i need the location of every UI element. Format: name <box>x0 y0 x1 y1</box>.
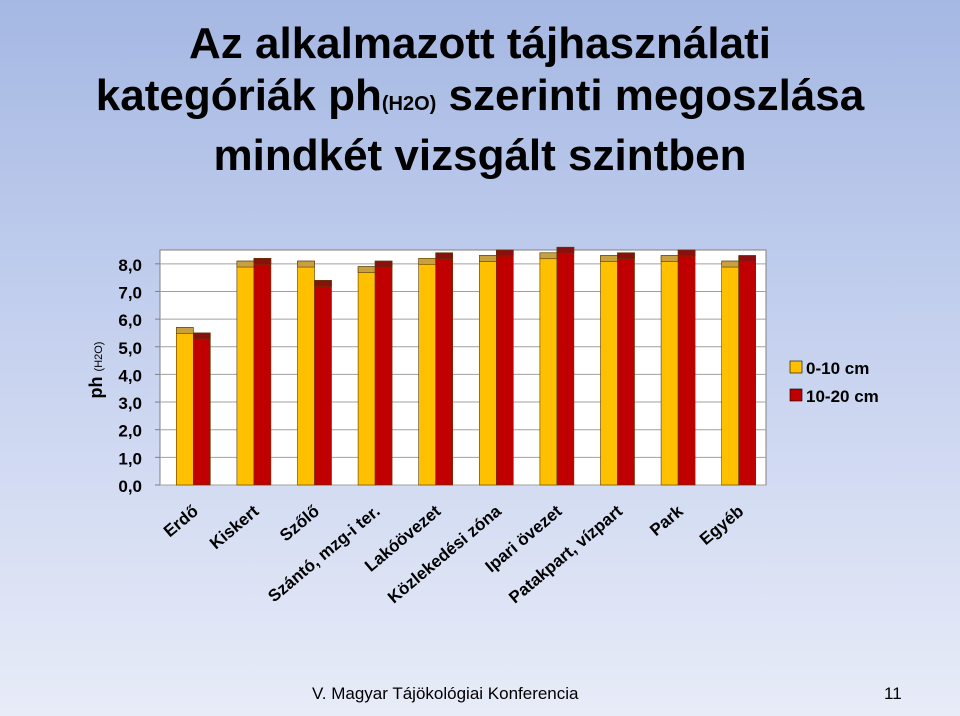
slide-title: Az alkalmazott tájhasználati kategóriák … <box>0 18 960 182</box>
bar-cap <box>600 255 618 262</box>
bar-cap <box>314 280 332 287</box>
bar-cap <box>357 266 376 273</box>
bar-cap <box>193 332 211 340</box>
y-tick-label: 1,0 <box>118 449 142 468</box>
y-tick-label: 8,0 <box>118 256 142 275</box>
bar-subsoil <box>617 252 635 486</box>
page-number: 11 <box>884 684 902 703</box>
y-tick-label: 2,0 <box>118 422 142 441</box>
legend-swatch <box>789 360 803 374</box>
y-axis-label: ph (H2O) <box>86 342 106 399</box>
bar-topsoil <box>600 255 618 486</box>
x-tick-label: Szántó, mzg-i ter. <box>264 502 383 606</box>
bar-topsoil <box>721 260 740 486</box>
x-tick-label: Közlekedési zóna <box>384 501 505 607</box>
bar-cap <box>539 252 558 260</box>
bar-subsoil <box>738 255 757 486</box>
bar-cap <box>721 260 740 268</box>
bar-topsoil <box>539 252 558 486</box>
legend-label: 0-10 cm <box>806 359 869 378</box>
bar-topsoil <box>478 255 497 486</box>
bar-cap <box>738 255 757 262</box>
bar-cap <box>617 252 635 260</box>
bar-cap <box>253 257 272 265</box>
x-tick-label: Patakpart, vízpart <box>505 501 626 607</box>
footer-text: V. Magyar Tájökológiai Konferencia <box>312 684 579 703</box>
bar-subsoil <box>374 260 393 486</box>
y-tick-label: 4,0 <box>118 366 142 385</box>
bar-cap <box>236 260 255 268</box>
bar-topsoil <box>357 266 376 486</box>
y-axis-label-main: ph <box>86 371 106 398</box>
x-tick-label: Erdő <box>160 502 202 541</box>
y-axis-label-sub: (H2O) <box>93 342 105 372</box>
bar-cap <box>495 249 514 257</box>
title-line-1: Az alkalmazott tájhasználati <box>189 19 771 68</box>
x-tick-label: Kiskert <box>206 501 263 553</box>
bar-subsoil <box>677 249 696 486</box>
title-line-2: kategóriák ph(H2O) szerinti megoszlása <box>0 70 960 130</box>
bar-subsoil <box>435 252 454 486</box>
bar-subsoil <box>314 280 332 486</box>
bar-cap <box>435 252 454 260</box>
legend-swatch <box>789 388 803 402</box>
legend-label: 10-20 cm <box>806 387 879 406</box>
bar-cap <box>660 255 679 262</box>
bar-cap <box>176 327 194 334</box>
bar-subsoil <box>556 246 575 486</box>
title-line-3: mindkét vizsgált szintben <box>213 131 747 180</box>
bar-cap <box>478 255 497 262</box>
bar-cap <box>556 246 575 254</box>
y-tick-label: 6,0 <box>118 311 142 330</box>
x-tick-label: Park <box>646 501 687 540</box>
bar-subsoil <box>253 257 272 486</box>
title-line-2-sub: (H2O) <box>381 93 437 115</box>
y-tick-label: 0,0 <box>118 477 142 496</box>
y-tick-label: 3,0 <box>118 394 142 413</box>
y-tick-label: 5,0 <box>118 339 142 358</box>
x-tick-label: Egyéb <box>696 502 747 549</box>
bar-topsoil <box>236 260 255 486</box>
bar-cap <box>418 257 437 265</box>
title-line-2-post: szerinti megoszlása <box>436 71 865 120</box>
bar-subsoil <box>193 332 211 486</box>
bar-topsoil <box>418 257 437 486</box>
bar-topsoil <box>660 255 679 486</box>
bar-subsoil <box>495 249 514 486</box>
bar-topsoil <box>176 327 194 486</box>
bar-topsoil <box>297 260 315 486</box>
y-tick-label: 7,0 <box>118 283 142 302</box>
bar-cap <box>374 260 393 268</box>
bar-cap <box>677 249 696 257</box>
bar-cap <box>297 260 315 268</box>
x-tick-label: Szőlő <box>276 502 323 546</box>
title-line-2-pre: kategóriák ph <box>95 71 382 120</box>
